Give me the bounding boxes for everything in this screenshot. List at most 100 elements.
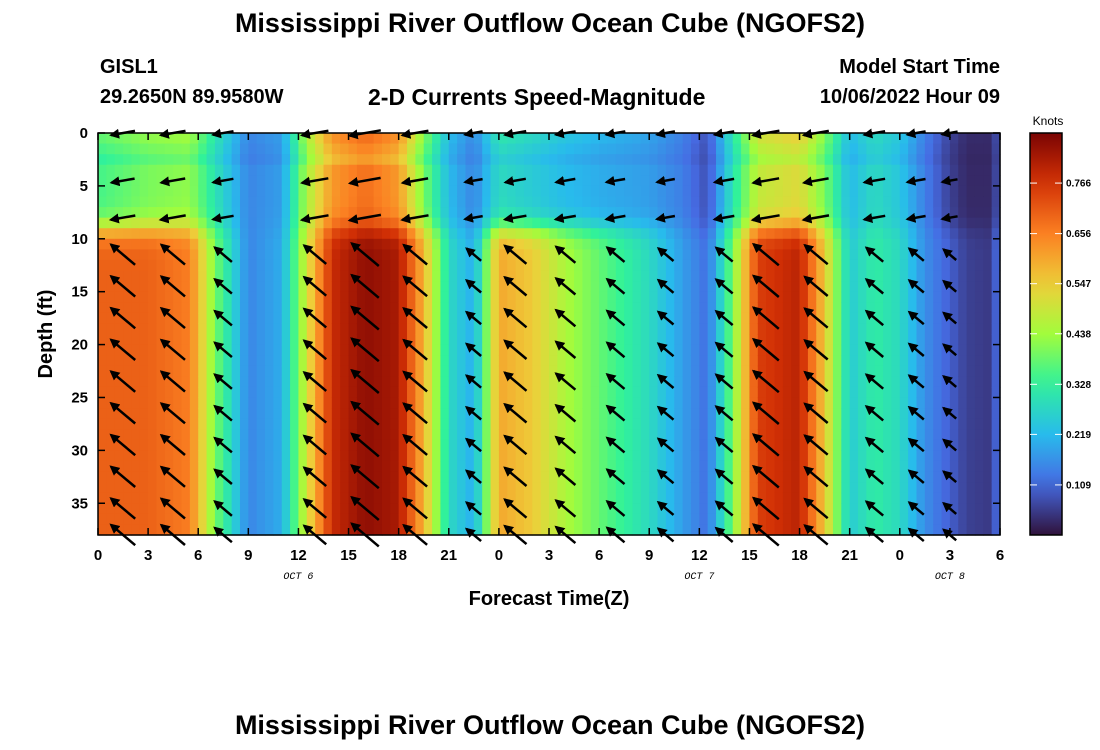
heatmap-cell bbox=[448, 365, 458, 377]
heatmap-cell bbox=[774, 164, 784, 176]
heatmap-cell bbox=[323, 196, 333, 208]
heatmap-cell bbox=[323, 513, 333, 526]
heatmap-cell bbox=[173, 471, 183, 483]
heatmap-cell bbox=[407, 249, 416, 261]
heatmap-cell bbox=[214, 196, 224, 208]
heatmap-cell bbox=[716, 270, 725, 282]
heatmap-cell bbox=[248, 471, 258, 483]
heatmap-cell bbox=[498, 217, 508, 229]
heatmap-cell bbox=[482, 397, 492, 409]
heatmap-cell bbox=[565, 217, 575, 229]
heatmap-cell bbox=[916, 238, 926, 250]
heatmap-cell bbox=[741, 217, 751, 229]
heatmap-cell bbox=[290, 334, 300, 346]
heatmap-cell bbox=[231, 450, 241, 462]
heatmap-cell bbox=[607, 397, 617, 409]
heatmap-cell bbox=[423, 450, 433, 462]
heatmap-cell bbox=[741, 207, 751, 219]
heatmap-cell bbox=[699, 196, 709, 208]
heatmap-cell bbox=[824, 238, 834, 250]
heatmap-cell bbox=[682, 460, 692, 473]
heatmap-cell bbox=[348, 386, 358, 399]
heatmap-cell bbox=[465, 133, 475, 145]
heatmap-cell bbox=[858, 281, 867, 293]
heatmap-cell bbox=[565, 143, 575, 155]
heatmap-cell bbox=[599, 143, 609, 155]
heatmap-cell bbox=[290, 143, 300, 155]
heatmap-cell bbox=[632, 281, 642, 293]
heatmap-cell bbox=[248, 185, 258, 198]
heatmap-cell bbox=[749, 228, 759, 240]
heatmap-cell bbox=[832, 281, 842, 293]
heatmap-cell bbox=[624, 207, 634, 219]
heatmap-cell bbox=[849, 228, 859, 240]
colorbar-tick-label: 0.438 bbox=[1066, 329, 1091, 340]
current-vector bbox=[213, 500, 233, 517]
heatmap-cell bbox=[832, 270, 842, 282]
heatmap-cell bbox=[148, 217, 158, 229]
heatmap-cell bbox=[331, 259, 341, 272]
heatmap-cell bbox=[841, 513, 851, 526]
heatmap-cell bbox=[782, 238, 792, 250]
heatmap-cell bbox=[949, 492, 959, 504]
heatmap-cell bbox=[774, 249, 784, 261]
heatmap-cell bbox=[465, 217, 475, 229]
heatmap-cell bbox=[866, 154, 876, 166]
heatmap-cell bbox=[390, 259, 400, 272]
heatmap-cell bbox=[273, 482, 283, 494]
current-vector bbox=[864, 405, 885, 422]
heatmap-cell bbox=[665, 471, 675, 483]
heatmap-cell bbox=[949, 259, 959, 272]
heatmap-cell bbox=[791, 503, 801, 515]
heatmap-cell bbox=[949, 460, 959, 473]
heatmap-cell bbox=[807, 196, 817, 208]
heatmap-cell bbox=[348, 164, 358, 176]
x-tick-label: 0 bbox=[896, 547, 904, 564]
heatmap-cell bbox=[306, 439, 316, 451]
heatmap-cell bbox=[540, 450, 550, 462]
heatmap-cell bbox=[498, 408, 508, 420]
heatmap-cell bbox=[189, 386, 199, 399]
heatmap-cell bbox=[941, 238, 951, 250]
heatmap-cell bbox=[640, 217, 650, 229]
heatmap-cell bbox=[323, 270, 333, 282]
heatmap-cell bbox=[574, 376, 584, 388]
heatmap-cell bbox=[716, 418, 725, 430]
heatmap-cell bbox=[482, 450, 492, 462]
heatmap-cell bbox=[924, 196, 934, 208]
heatmap-cell bbox=[390, 376, 400, 388]
heatmap-cell bbox=[741, 376, 751, 388]
heatmap-cell bbox=[306, 503, 316, 515]
heatmap-cell bbox=[507, 312, 517, 325]
heatmap-cell bbox=[908, 196, 918, 208]
heatmap-cell bbox=[473, 291, 483, 303]
heatmap-cell bbox=[958, 460, 968, 473]
heatmap-cell bbox=[874, 439, 884, 451]
heatmap-cell bbox=[916, 259, 926, 272]
heatmap-cell bbox=[365, 291, 375, 303]
heatmap-cell bbox=[824, 196, 834, 208]
heatmap-cell bbox=[123, 460, 133, 473]
heatmap-cell bbox=[198, 217, 208, 229]
current-vector bbox=[554, 403, 577, 423]
heatmap-cell bbox=[248, 228, 258, 240]
heatmap-cell bbox=[390, 355, 400, 367]
current-vector bbox=[402, 338, 428, 361]
heatmap-cell bbox=[189, 185, 199, 198]
heatmap-cell bbox=[640, 344, 650, 356]
heatmap-cell bbox=[381, 238, 391, 250]
heatmap-cell bbox=[214, 228, 224, 240]
station-id: GISL1 bbox=[100, 56, 158, 78]
heatmap-cell bbox=[415, 217, 425, 229]
heatmap-cell bbox=[949, 291, 959, 303]
heatmap-cell bbox=[515, 471, 525, 483]
current-vector bbox=[942, 438, 958, 452]
heatmap-cell bbox=[189, 291, 199, 303]
heatmap-cell bbox=[565, 185, 575, 198]
heatmap-cell bbox=[732, 344, 742, 356]
heatmap-cell bbox=[665, 217, 675, 229]
heatmap-cell bbox=[189, 418, 199, 430]
heatmap-cell bbox=[156, 228, 166, 240]
heatmap-cell bbox=[974, 471, 984, 483]
heatmap-cell bbox=[248, 439, 258, 451]
